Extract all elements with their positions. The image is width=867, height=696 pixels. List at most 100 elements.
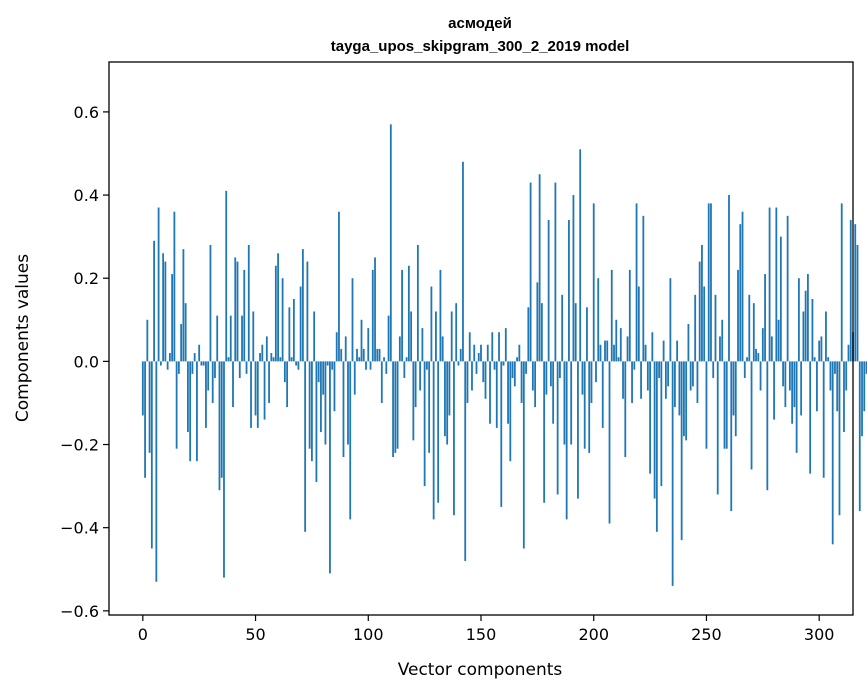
bar-207 <box>608 361 611 524</box>
bar-220 <box>637 286 640 362</box>
bar-269 <box>748 294 751 362</box>
bar-314 <box>849 220 852 362</box>
bar-302 <box>822 361 825 478</box>
bar-151 <box>482 361 485 383</box>
bar-311 <box>843 361 845 433</box>
bar-262 <box>732 361 735 416</box>
bar-0 <box>141 361 144 416</box>
bar-126 <box>425 361 428 370</box>
bar-56 <box>268 361 270 403</box>
bar-295 <box>807 274 809 362</box>
bar-188 <box>565 361 568 520</box>
bar-54 <box>263 361 266 420</box>
bar-273 <box>757 353 760 362</box>
bar-218 <box>633 361 636 370</box>
bar-266 <box>741 211 744 362</box>
bar-179 <box>545 361 548 395</box>
bar-234 <box>669 278 672 362</box>
bar-18 <box>182 249 185 362</box>
bar-309 <box>838 361 841 516</box>
bar-307 <box>834 361 836 374</box>
bar-20 <box>187 361 189 433</box>
bar-60 <box>277 253 279 362</box>
bar-251 <box>707 203 710 362</box>
bar-62 <box>281 278 284 362</box>
bar-102 <box>371 269 374 362</box>
x-tick-label: 200 <box>578 625 609 644</box>
bar-256 <box>719 336 721 362</box>
bar-138 <box>453 361 455 516</box>
bar-175 <box>536 282 539 362</box>
bar-158 <box>498 332 500 362</box>
bar-48 <box>250 361 252 428</box>
bar-76 <box>313 311 316 362</box>
bar-239 <box>680 361 683 541</box>
bar-205 <box>604 340 606 362</box>
bar-32 <box>214 361 216 378</box>
bar-3 <box>148 361 151 453</box>
bar-271 <box>752 303 755 362</box>
bar-142 <box>462 161 464 362</box>
bar-115 <box>401 269 403 362</box>
bar-35 <box>220 361 223 478</box>
bar-230 <box>660 361 663 487</box>
y-tick-label: 0.0 <box>74 352 99 371</box>
bar-294 <box>804 290 807 362</box>
bar-293 <box>802 311 805 362</box>
bar-261 <box>730 361 733 512</box>
bar-39 <box>229 315 232 362</box>
bar-211 <box>617 357 620 362</box>
bar-119 <box>410 311 413 362</box>
bar-301 <box>820 336 823 362</box>
bar-192 <box>574 303 577 362</box>
bar-278 <box>768 207 771 362</box>
bar-85 <box>333 361 336 412</box>
bar-290 <box>795 361 798 453</box>
bar-4 <box>150 361 153 549</box>
bar-98 <box>362 348 365 362</box>
bar-265 <box>739 224 742 362</box>
bar-279 <box>770 336 773 362</box>
bar-235 <box>671 361 674 586</box>
bar-255 <box>716 361 719 495</box>
bar-282 <box>777 319 780 362</box>
bar-213 <box>622 361 624 399</box>
bar-84 <box>331 361 334 370</box>
bar-231 <box>662 340 665 362</box>
chart-title-line1: асмодей <box>448 15 512 32</box>
bar-191 <box>572 195 575 362</box>
bar-289 <box>793 361 796 408</box>
bar-41 <box>234 257 237 362</box>
bar-236 <box>673 361 676 408</box>
bar-139 <box>455 303 458 362</box>
bar-319 <box>861 361 863 437</box>
bar-93 <box>351 278 354 362</box>
bar-200 <box>592 203 595 362</box>
bar-280 <box>773 361 775 420</box>
bar-124 <box>421 328 424 362</box>
bar-306 <box>831 361 834 545</box>
bar-128 <box>430 286 433 362</box>
bar-100 <box>367 328 370 362</box>
bar-33 <box>216 315 219 362</box>
bar-190 <box>570 361 573 445</box>
bar-233 <box>667 361 670 387</box>
bar-267 <box>743 361 746 378</box>
bar-321 <box>865 361 867 374</box>
bar-30 <box>209 244 212 362</box>
bar-69 <box>297 361 300 370</box>
bar-310 <box>840 203 843 362</box>
bar-147 <box>473 344 476 362</box>
bar-199 <box>590 361 593 403</box>
bar-105 <box>378 348 381 362</box>
bar-238 <box>678 361 681 416</box>
bar-141 <box>459 348 462 362</box>
bar-109 <box>387 315 390 362</box>
bar-72 <box>304 361 307 532</box>
bar-303 <box>825 311 827 362</box>
bar-29 <box>207 361 210 391</box>
bar-259 <box>725 361 728 449</box>
bar-65 <box>288 307 291 362</box>
bar-11 <box>166 361 169 370</box>
y-tick-label: −0.4 <box>60 519 99 538</box>
